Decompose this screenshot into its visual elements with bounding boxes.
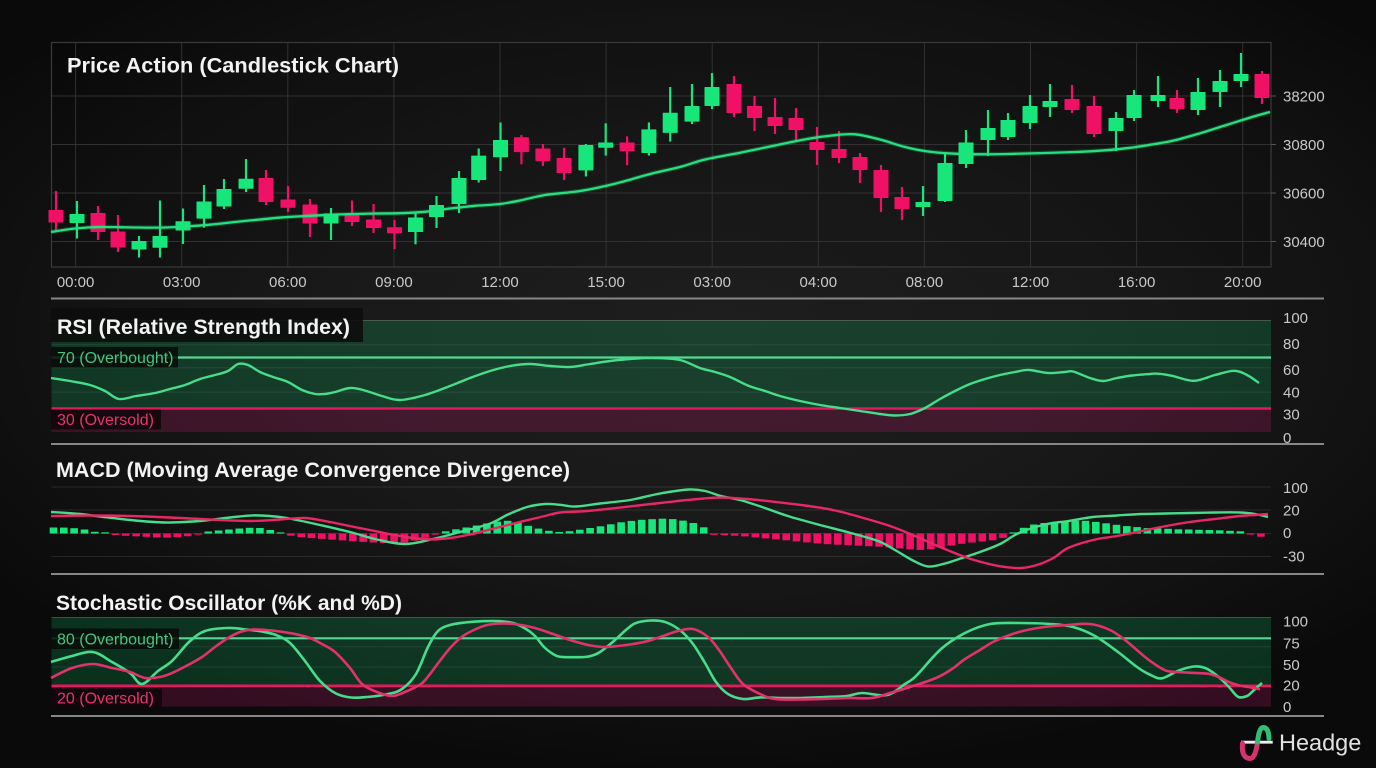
- svg-text:80 (Overbought): 80 (Overbought): [57, 632, 174, 649]
- svg-text:20: 20: [1283, 678, 1300, 695]
- svg-text:20:00: 20:00: [1224, 274, 1262, 291]
- svg-text:30 (Oversold): 30 (Oversold): [57, 412, 154, 429]
- svg-text:03:00: 03:00: [693, 274, 731, 291]
- svg-text:30600: 30600: [1283, 186, 1325, 203]
- svg-text:03:00: 03:00: [163, 274, 201, 291]
- svg-text:20 (Oversold): 20 (Oversold): [57, 691, 154, 708]
- svg-text:30800: 30800: [1283, 137, 1325, 154]
- svg-text:40: 40: [1283, 385, 1300, 402]
- svg-text:30: 30: [1283, 407, 1300, 424]
- svg-text:70 (Overbought): 70 (Overbought): [57, 350, 174, 367]
- svg-text:100: 100: [1283, 310, 1308, 327]
- svg-text:09:00: 09:00: [375, 274, 413, 291]
- svg-text:RSI (Relative Strength Index): RSI (Relative Strength Index): [57, 316, 350, 339]
- svg-text:0: 0: [1283, 430, 1291, 447]
- svg-text:80: 80: [1283, 336, 1300, 353]
- svg-text:-30: -30: [1283, 549, 1305, 566]
- svg-text:Stochastic Oscillator (%K and: Stochastic Oscillator (%K and %D): [56, 592, 402, 615]
- svg-text:0: 0: [1283, 525, 1291, 542]
- svg-text:15:00: 15:00: [587, 274, 625, 291]
- svg-text:16:00: 16:00: [1118, 274, 1156, 291]
- svg-text:38200: 38200: [1283, 89, 1325, 106]
- svg-text:MACD (Moving Average Convergen: MACD (Moving Average Convergence Diverge…: [56, 459, 570, 482]
- svg-text:30400: 30400: [1283, 234, 1325, 251]
- svg-text:12:00: 12:00: [481, 274, 519, 291]
- svg-text:12:00: 12:00: [1012, 274, 1050, 291]
- svg-text:20: 20: [1283, 503, 1300, 520]
- svg-text:00:00: 00:00: [57, 274, 95, 291]
- svg-text:50: 50: [1283, 657, 1300, 674]
- svg-text:75: 75: [1283, 635, 1300, 652]
- svg-text:06:00: 06:00: [269, 274, 307, 291]
- svg-text:Price Action (Candlestick Char: Price Action (Candlestick Chart): [67, 55, 399, 78]
- svg-text:08:00: 08:00: [906, 274, 944, 291]
- svg-text:0: 0: [1283, 699, 1291, 716]
- svg-text:Headge: Headge: [1279, 730, 1361, 756]
- svg-text:100: 100: [1283, 613, 1308, 630]
- svg-text:60: 60: [1283, 362, 1300, 379]
- svg-text:04:00: 04:00: [800, 274, 838, 291]
- svg-text:100: 100: [1283, 480, 1308, 497]
